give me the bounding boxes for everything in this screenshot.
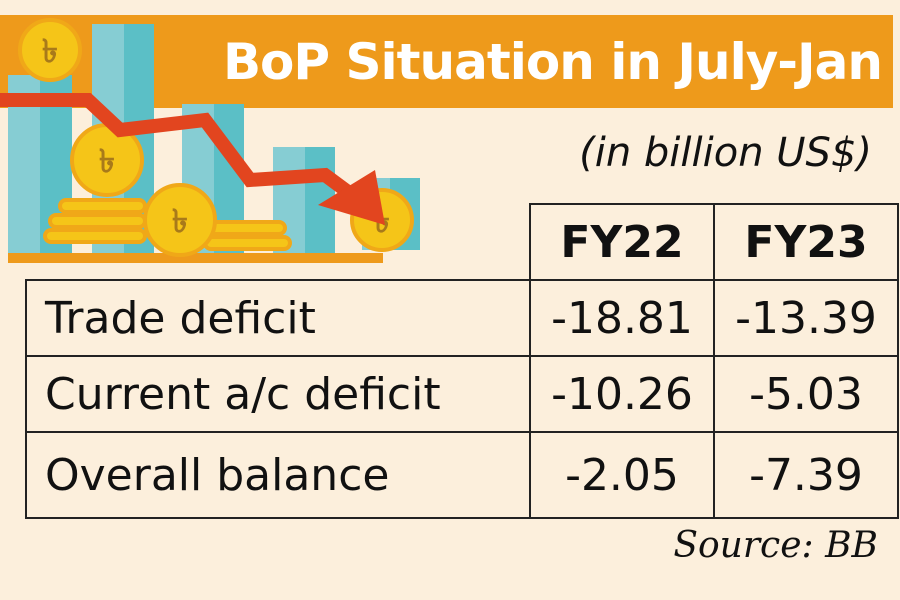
cell-value: -18.81 — [529, 279, 715, 357]
down-trend-arrow-icon — [0, 93, 357, 201]
bop-table: FY22 FY23 Trade deficit -18.81 -13.39 Cu… — [25, 203, 899, 519]
svg-text:৳: ৳ — [42, 32, 58, 70]
page-title: BoP Situation in July-Jan — [222, 33, 883, 91]
unit-label: (in billion US$) — [579, 130, 872, 176]
table-row: Trade deficit -18.81 -13.39 — [25, 279, 899, 357]
cell-value: -13.39 — [713, 279, 899, 357]
table-header-row: FY22 FY23 — [26, 203, 899, 281]
cell-value: -10.26 — [529, 355, 715, 433]
cell-value: -7.39 — [713, 431, 899, 519]
row-label: Trade deficit — [25, 279, 531, 357]
column-header: FY23 — [713, 203, 899, 281]
row-label: Overall balance — [25, 431, 531, 519]
row-label: Current a/c deficit — [25, 355, 531, 433]
svg-text:৳: ৳ — [99, 142, 115, 180]
cell-value: -5.03 — [713, 355, 899, 433]
column-header: FY22 — [529, 203, 715, 281]
cell-value: -2.05 — [529, 431, 715, 519]
source-note: Source: BB — [673, 525, 878, 566]
table-row: Overall balance -2.05 -7.39 — [25, 431, 899, 519]
table-row: Current a/c deficit -10.26 -5.03 — [25, 355, 899, 433]
